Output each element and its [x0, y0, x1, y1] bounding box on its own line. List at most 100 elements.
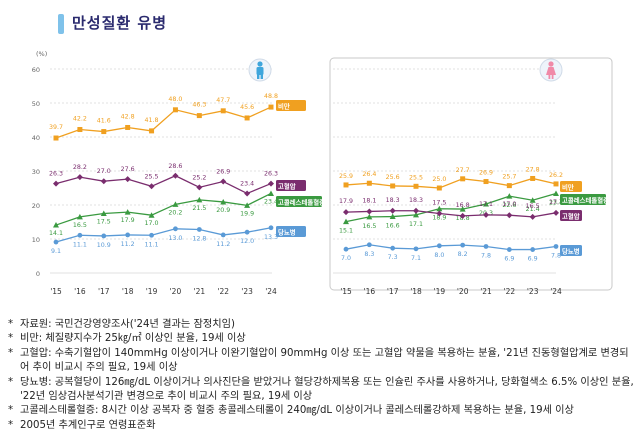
data-point-hypercholesterolemia	[483, 200, 489, 207]
male-person-icon	[248, 58, 272, 82]
data-label-diabetes: 8.3	[364, 251, 374, 258]
legend-label-hypercholesterolemia: 고콜레스테롤혈증	[278, 198, 325, 207]
data-label-hypertension: 27.6	[121, 166, 135, 173]
data-point-obesity	[172, 107, 178, 113]
x-tick-label: '22	[217, 287, 229, 296]
data-label-hypercholesterolemia: 17.5	[97, 219, 111, 226]
data-point-hypercholesterolemia	[413, 211, 419, 218]
legend-label-obesity: 비만	[278, 102, 290, 111]
data-label-obesity: 26.9	[479, 170, 493, 177]
data-label-hypertension: 17.1	[479, 201, 493, 208]
data-label-diabetes: 11.2	[121, 241, 135, 248]
icon-head	[548, 61, 554, 67]
x-tick-label: '19	[146, 287, 158, 296]
data-point-obesity	[220, 108, 226, 114]
data-point-hypercholesterolemia	[506, 193, 513, 199]
data-point-obesity	[343, 182, 349, 188]
data-label-diabetes: 6.9	[528, 256, 538, 263]
data-point-obesity	[553, 181, 559, 187]
data-label-hypertension: 26.9	[216, 169, 230, 176]
data-point-hypertension	[366, 208, 373, 215]
y-axis-unit: (%)	[36, 50, 47, 58]
data-point-diabetes	[343, 246, 349, 252]
x-tick-label: '23	[241, 287, 253, 296]
title-accent-bar	[58, 14, 64, 34]
data-point-hypertension	[124, 176, 131, 183]
x-tick-label: '16	[74, 287, 86, 296]
series-line-diabetes	[345, 244, 557, 251]
data-label-obesity: 48.8	[264, 93, 278, 100]
data-point-obesity	[149, 128, 155, 134]
legend-tag-hypertension	[276, 180, 306, 191]
data-label-obesity: 25.0	[432, 176, 446, 183]
data-point-hypertension	[268, 180, 274, 187]
data-point-hypercholesterolemia	[268, 190, 274, 196]
data-label-hypercholesterolemia: 16.5	[73, 222, 87, 229]
icon-leg	[551, 75, 554, 79]
data-point-diabetes	[268, 225, 274, 231]
note-standardization: * 2005년 추계인구로 연령표준화	[8, 419, 156, 431]
legend-tag-diabetes	[276, 226, 306, 237]
data-label-hypercholesterolemia: 23.4	[264, 198, 278, 205]
data-label-obesity: 42.2	[73, 116, 87, 123]
data-label-hypertension: 26.3	[264, 171, 278, 178]
data-point-obesity	[506, 183, 512, 189]
data-label-hypertension: 17.9	[339, 198, 353, 205]
data-label-diabetes: 9.1	[51, 248, 61, 255]
data-label-hypercholesterolemia: 18.9	[432, 215, 446, 222]
data-point-obesity	[101, 129, 107, 135]
legend-label-hypertension: 고혈압	[278, 182, 296, 191]
chart-panel-female: '15 '16 '17 '18 '19 '20 '21 '22 '23 '24 25.9 26.4 25…	[333, 58, 609, 296]
x-tick-label: '24	[550, 287, 562, 296]
data-point-hypercholesterolemia	[220, 198, 227, 205]
data-point-hypertension	[343, 209, 349, 216]
data-point-diabetes	[149, 232, 154, 238]
data-point-obesity	[53, 135, 59, 141]
data-point-hypercholesterolemia	[76, 213, 83, 220]
data-point-diabetes	[530, 247, 536, 252]
note-diabetes: * 당뇨병: 공복혈당이 126㎎/dL 이상이거나 의사진단을 받았거나 혈당강…	[8, 376, 634, 403]
data-label-diabetes: 7.8	[551, 252, 561, 259]
data-label-hypercholesterolemia: 16.5	[362, 223, 376, 230]
x-tick-label: '16	[364, 287, 376, 296]
data-label-diabetes: 8.0	[434, 252, 444, 259]
data-label-obesity: 46.3	[192, 102, 206, 109]
data-label-diabetes: 13.0	[168, 235, 182, 242]
legend-tag-obesity	[276, 100, 306, 111]
y-tick-label: 10	[32, 236, 40, 244]
header: 만성질환 유병	[0, 0, 640, 44]
icon-body	[546, 67, 556, 75]
x-tick-label: '21	[480, 287, 492, 296]
y-tick-label: 20	[32, 202, 40, 210]
legend-label-diabetes: 당뇨병	[562, 247, 580, 256]
data-label-diabetes: 10.9	[97, 242, 111, 249]
data-label-obesity: 42.8	[121, 113, 135, 120]
legend-label-diabetes: 당뇨병	[278, 228, 296, 237]
data-point-hypertension	[100, 178, 107, 185]
data-point-hypertension	[483, 211, 489, 218]
series-line-obesity	[55, 106, 272, 139]
data-point-hypertension	[506, 212, 513, 219]
y-tick-label: 30	[32, 168, 40, 176]
data-label-obesity: 47.7	[216, 97, 230, 104]
data-point-diabetes	[77, 232, 83, 238]
icon-leg	[548, 75, 551, 79]
data-label-hypercholesterolemia: 14.1	[49, 230, 63, 237]
data-point-hypercholesterolemia	[436, 205, 443, 212]
data-label-diabetes: 8.2	[458, 251, 468, 258]
x-tick-label: '22	[504, 287, 516, 296]
data-label-diabetes: 12.0	[240, 238, 254, 245]
data-point-hypercholesterolemia	[100, 210, 107, 216]
data-point-diabetes	[483, 244, 489, 249]
data-point-hypertension	[553, 209, 559, 216]
notes: * 자료원: 국민건강영양조사('24년 결과는 잠정치임) * 비만: 체질량지수…	[8, 318, 636, 433]
data-point-obesity	[413, 183, 419, 189]
data-point-diabetes	[196, 227, 202, 232]
data-point-hypertension	[76, 174, 83, 181]
data-point-hypertension	[244, 190, 251, 197]
data-point-obesity	[530, 175, 536, 181]
data-label-diabetes: 11.2	[216, 241, 230, 248]
legend-tag-obesity	[560, 181, 582, 192]
icon-head	[257, 61, 263, 67]
series-line-hypertension	[345, 210, 557, 218]
